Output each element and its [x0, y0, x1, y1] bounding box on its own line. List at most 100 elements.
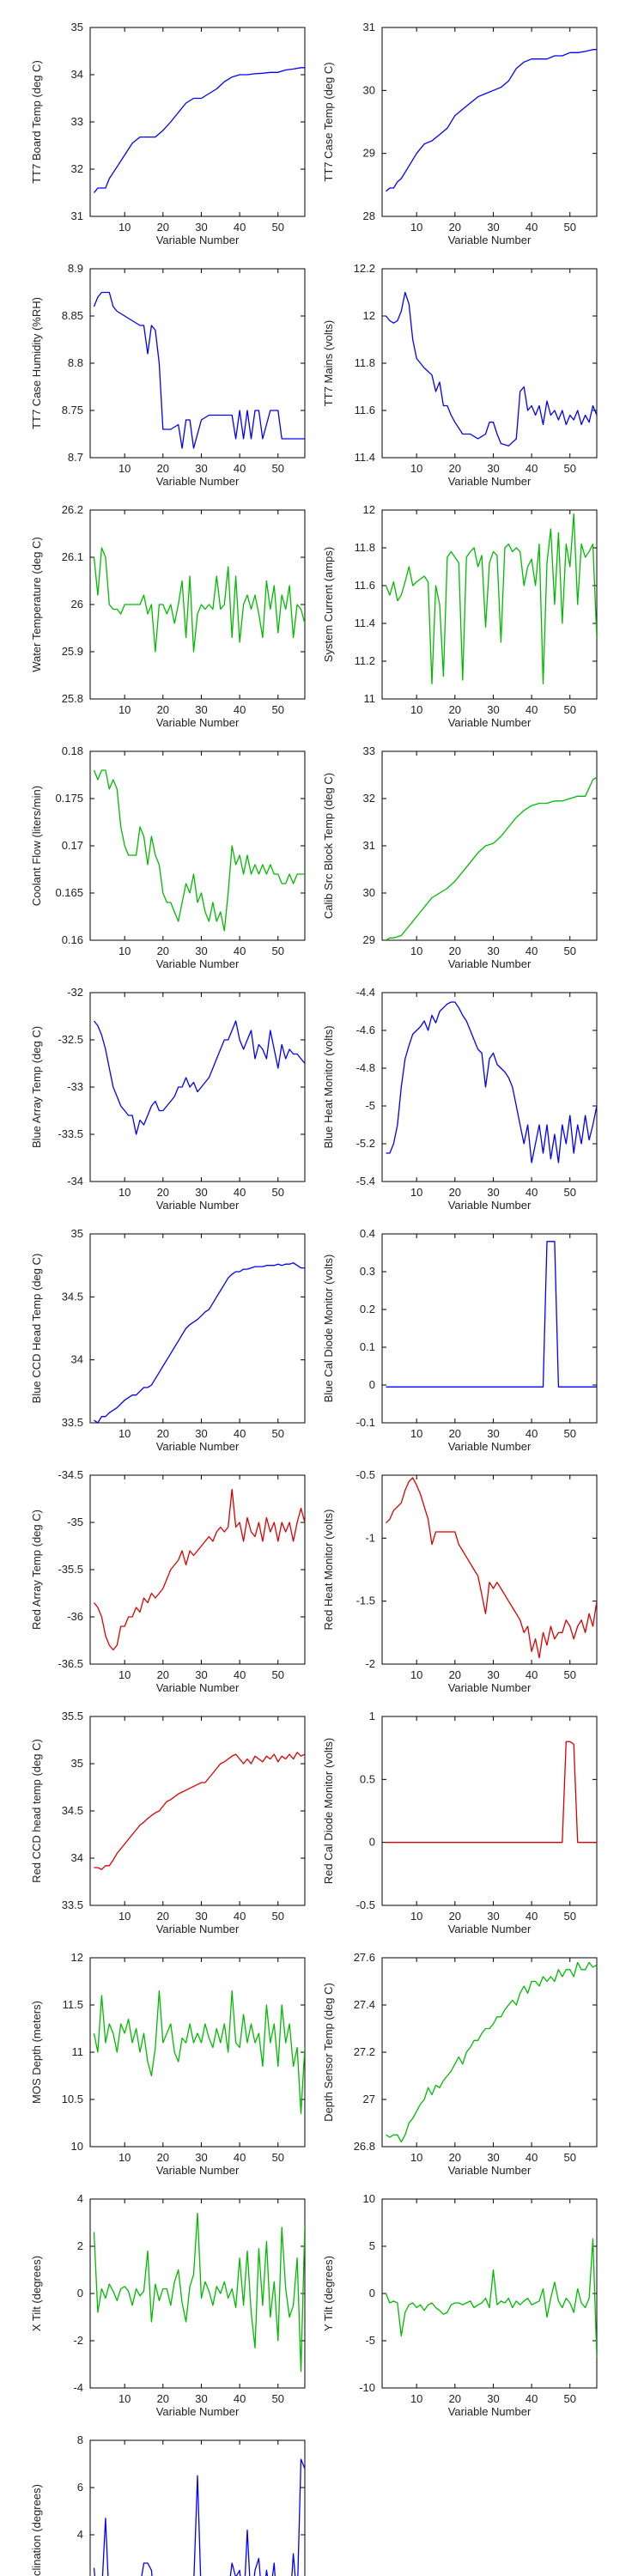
y-tick-label: 8	[77, 2433, 83, 2446]
x-axis-label: Variable Number	[156, 475, 240, 488]
x-tick-label: 20	[449, 1186, 461, 1199]
x-tick-label: 40	[234, 462, 246, 475]
x-tick-label: 10	[410, 2151, 422, 2164]
y-tick-label: 5	[369, 2239, 375, 2252]
x-tick-label: 20	[449, 462, 461, 475]
series-line	[93, 67, 305, 193]
y-axis-label: TT7 Case Temp (deg C)	[322, 62, 335, 181]
x-tick-label: 30	[195, 462, 207, 475]
x-axis-label: Variable Number	[156, 2164, 240, 2177]
x-axis-label: Variable Number	[448, 716, 532, 729]
x-tick-label: 40	[526, 1427, 538, 1440]
x-tick-label: 50	[272, 1910, 284, 1923]
y-tick-label: -33.5	[58, 1127, 83, 1140]
series-line	[93, 1488, 305, 1651]
y-tick-label: 11	[72, 2045, 84, 2058]
plot-frame	[381, 992, 598, 1182]
x-tick-label: 50	[564, 2151, 576, 2164]
x-tick-label: 10	[118, 945, 131, 957]
x-tick-label: 40	[234, 1427, 246, 1440]
series-line	[386, 1241, 597, 1388]
y-tick-label: 0.5	[360, 1772, 375, 1785]
y-tick-label: 26.2	[62, 503, 83, 516]
y-tick-label: -32.5	[58, 1033, 83, 1046]
chart-panel: 33.5 34 34.5 35 10 20 30 40 50 Variable Number Blu…	[30, 1227, 306, 1453]
y-tick-label: 2	[77, 2239, 83, 2252]
x-tick-label: 30	[487, 945, 499, 957]
x-tick-label: 10	[118, 1427, 131, 1440]
x-tick-label: 50	[564, 2392, 576, 2405]
y-tick-label: -36.5	[58, 1657, 83, 1670]
plot-frame	[89, 1474, 306, 1665]
x-axis-label: Variable Number	[156, 1199, 240, 1212]
x-axis-label: Variable Number	[156, 234, 240, 246]
y-axis-label: Red Cal Diode Monitor (volts)	[322, 1738, 335, 1885]
y-tick-label: 27.4	[354, 1998, 375, 2011]
x-axis-label: Variable Number	[448, 475, 532, 488]
y-tick-label: 32	[71, 162, 83, 175]
x-axis-label: Variable Number	[156, 1440, 240, 1453]
x-tick-label: 40	[526, 1186, 538, 1199]
x-tick-label: 40	[234, 2392, 246, 2405]
x-tick-label: 30	[195, 2151, 207, 2164]
chart-panel: 26.8 27 27.2 27.4 27.6 10 20 30 40 50 Variable Num…	[322, 1951, 598, 2177]
x-tick-label: 40	[526, 1910, 538, 1923]
x-tick-label: 20	[157, 221, 169, 234]
chart-panel: 33.5 34 34.5 35 35.5 10 20 30 40 50 Variable Numbe…	[30, 1710, 306, 1935]
x-axis-label: Variable Number	[448, 1199, 532, 1212]
y-axis-label: X Tilt (degrees)	[30, 2256, 43, 2331]
x-tick-label: 20	[157, 1668, 169, 1681]
x-tick-label: 20	[157, 1427, 169, 1440]
y-tick-label: 6	[77, 2481, 83, 2494]
plot-frame	[89, 992, 306, 1182]
y-axis-label: Red Array Temp (deg C)	[30, 1510, 43, 1630]
x-tick-label: 50	[272, 462, 284, 475]
y-tick-label: 34.5	[62, 1290, 83, 1303]
y-tick-label: 0.175	[55, 792, 83, 805]
x-tick-label: 40	[526, 945, 538, 957]
x-tick-label: 50	[272, 2151, 284, 2164]
y-tick-label: 35	[71, 1757, 83, 1770]
x-axis-label: Variable Number	[448, 1681, 532, 1694]
x-tick-label: 50	[564, 221, 576, 234]
y-axis-label: MOS Depth (meters)	[30, 2001, 43, 2104]
y-tick-label: -0.5	[356, 1899, 375, 1911]
y-tick-label: 11.6	[355, 404, 375, 416]
y-tick-label: 27.2	[354, 2045, 375, 2058]
x-axis-label: Variable Number	[156, 1923, 240, 1935]
x-tick-label: 20	[157, 945, 169, 957]
y-tick-label: 27.6	[354, 1951, 375, 1964]
y-tick-label: 0	[369, 1378, 375, 1391]
x-tick-label: 20	[449, 2151, 461, 2164]
y-tick-label: 35	[71, 1227, 83, 1240]
x-axis-label: Variable Number	[156, 716, 240, 729]
chart-panel: -4 -2 0 2 4 10 20 30 40 50 Variable Number X Tilt (…	[30, 2192, 306, 2418]
x-axis-label: Variable Number	[448, 957, 532, 970]
series-line	[93, 1990, 305, 2115]
y-tick-label: 11.8	[355, 356, 375, 369]
x-tick-label: 10	[118, 2151, 131, 2164]
chart-panel: -5.4 -5.2 -5 -4.8 -4.6 -4.4 10 20 30 40 50 Variable…	[322, 986, 598, 1212]
x-tick-label: 50	[564, 1186, 576, 1199]
y-tick-label: 34	[71, 1851, 83, 1864]
chart-panel: 0.16 0.165 0.17 0.175 0.18 10 20 30 40 50 Variable…	[30, 744, 306, 970]
x-axis-label: Variable Number	[448, 1440, 532, 1453]
chart-panel: -34 -33.5 -33 -32.5 -32 10 20 30 40 50 Variable Nu…	[30, 986, 306, 1212]
x-tick-label: 50	[272, 2392, 284, 2405]
y-tick-label: 8.9	[68, 262, 83, 275]
x-tick-label: 20	[449, 1910, 461, 1923]
y-tick-label: 4	[77, 2528, 83, 2541]
x-tick-label: 40	[526, 221, 538, 234]
x-tick-label: 30	[487, 1186, 499, 1199]
x-tick-label: 10	[118, 1668, 131, 1681]
x-tick-label: 40	[526, 1668, 538, 1681]
y-tick-label: 26	[71, 598, 83, 611]
y-tick-label: 12	[363, 309, 375, 322]
y-tick-label: -35.5	[58, 1563, 83, 1576]
series-line	[386, 1741, 597, 1844]
x-axis-label: Variable Number	[448, 234, 532, 246]
x-axis-label: Variable Number	[448, 1923, 532, 1935]
chart-panel: -0.5 0 0.5 1 10 20 30 40 50 Variable Number Red Ca…	[322, 1710, 598, 1935]
plot-frame	[381, 1474, 598, 1665]
x-tick-label: 50	[564, 462, 576, 475]
